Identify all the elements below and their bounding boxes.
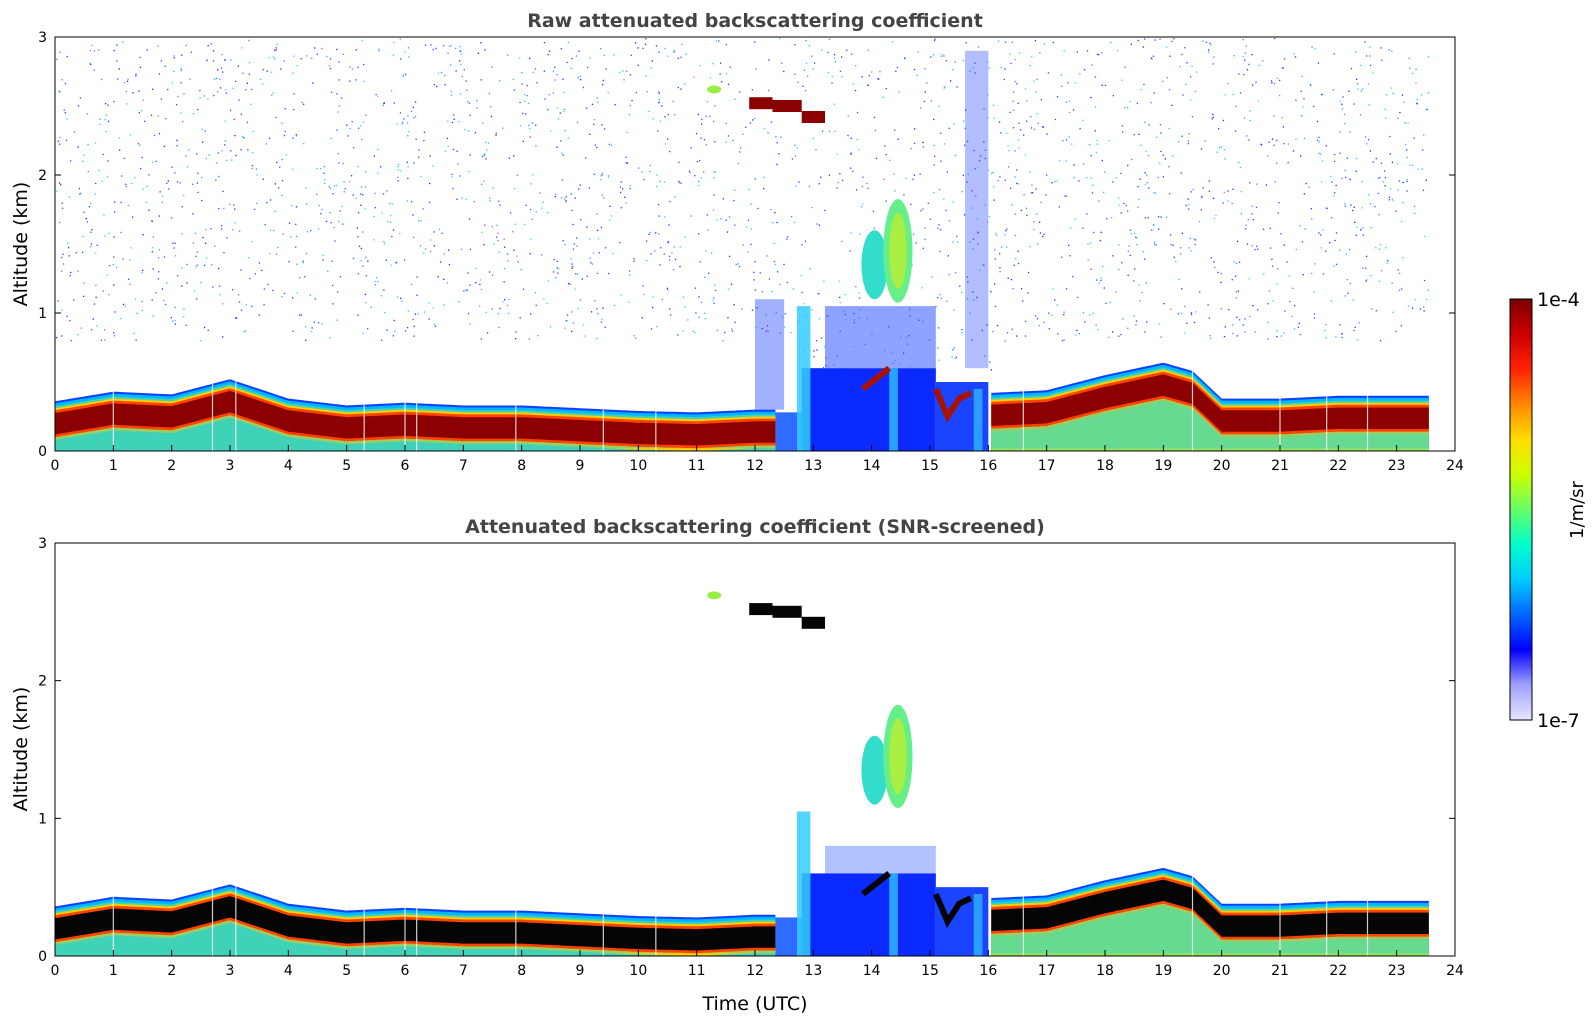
bottom-chart-x-tick-label: 21 <box>1271 963 1289 979</box>
top-chart-x-tick-label: 10 <box>629 458 647 474</box>
top-chart-boundary-layer <box>55 362 1429 451</box>
top-chart-elevated-clouds <box>707 85 825 123</box>
top-chart-x-tick-label: 23 <box>1388 458 1406 474</box>
top-chart-x-tick-label: 14 <box>863 458 881 474</box>
top-chart-x-tick-label: 12 <box>746 458 764 474</box>
bottom-chart-x-tick-label: 24 <box>1446 963 1464 979</box>
bottom-chart-cloud-wisp <box>707 591 722 600</box>
top-chart-x-tick-label: 7 <box>459 458 468 474</box>
bottom-chart-cloud-segment <box>801 616 825 629</box>
top-chart-x-tick-label: 17 <box>1038 458 1056 474</box>
top-chart-x-tick-label: 21 <box>1271 458 1289 474</box>
top-chart-x-tick-label: 6 <box>401 458 410 474</box>
top-chart-x-tick-label: 8 <box>517 458 526 474</box>
top-chart-y-tick-label: 0 <box>38 444 47 460</box>
top-chart-x-tick-label: 1 <box>109 458 118 474</box>
bottom-chart-cloud-segment <box>772 605 802 618</box>
bottom-chart-x-tick-label: 5 <box>342 963 351 979</box>
top-chart-x-tick-label: 22 <box>1329 458 1347 474</box>
bottom-chart-x-tick-label: 10 <box>629 963 647 979</box>
bottom-chart-x-tick-label: 2 <box>167 963 176 979</box>
bottom-chart-x-tick-label: 6 <box>401 963 410 979</box>
colorbar-min-label: 1e-7 <box>1537 710 1580 732</box>
top-chart-x-tick-label: 18 <box>1096 458 1114 474</box>
top-chart-convective-region <box>755 50 989 451</box>
bottom-chart-x-tick-label: 17 <box>1038 963 1056 979</box>
bottom-chart-x-tick-label: 15 <box>921 963 939 979</box>
colorbar-gradient <box>1509 298 1533 721</box>
bottom-chart-y-tick-label: 1 <box>38 811 47 827</box>
top-chart-plot-area <box>55 37 1430 451</box>
bottom-chart-x-tick-label: 13 <box>804 963 822 979</box>
top-chart-x-tick-label: 5 <box>342 458 351 474</box>
bottom-chart-x-tick-label: 0 <box>51 963 60 979</box>
top-chart-y-tick-label: 1 <box>38 306 47 322</box>
top-chart-x-tick-label: 3 <box>226 458 235 474</box>
bottom-chart-x-tick-label: 11 <box>688 963 706 979</box>
top-chart-x-tick-label: 24 <box>1446 458 1464 474</box>
top-chart-x-tick-label: 11 <box>688 458 706 474</box>
bottom-chart-x-tick-label: 23 <box>1388 963 1406 979</box>
top-chart-x-tick-label: 9 <box>576 458 585 474</box>
bottom-chart-title: Attenuated backscattering coefficient (S… <box>465 516 1045 538</box>
top-chart: Raw attenuated backscattering coefficien… <box>10 10 1464 474</box>
colorbar: 1e-4 1e-7 1/m/sr <box>1509 289 1588 732</box>
top-chart-y-label: Altitude (km) <box>10 182 32 307</box>
bottom-chart-plot-area <box>55 591 1429 956</box>
top-chart-y-tick-label: 2 <box>38 168 47 184</box>
top-chart-cloud-segment <box>749 97 773 110</box>
top-chart-x-tick-label: 4 <box>284 458 293 474</box>
bottom-chart-cloud-segment <box>749 603 773 616</box>
top-chart-cloud-wisp <box>707 85 722 94</box>
top-chart-x-tick-label: 16 <box>979 458 997 474</box>
bottom-chart-y-label: Altitude (km) <box>10 687 32 812</box>
top-chart-cloud-segment <box>772 100 802 112</box>
bottom-chart-x-tick-label: 19 <box>1154 963 1172 979</box>
bottom-chart-x-tick-label: 22 <box>1329 963 1347 979</box>
bottom-chart-boundary-layer <box>55 867 1429 956</box>
bottom-chart-elevated-clouds <box>707 591 825 629</box>
top-chart-cloud-segment <box>801 111 825 123</box>
bottom-chart-x-tick-label: 8 <box>517 963 526 979</box>
bottom-chart-x-tick-label: 16 <box>979 963 997 979</box>
bottom-chart-x-tick-label: 14 <box>863 963 881 979</box>
top-chart-x-tick-label: 0 <box>51 458 60 474</box>
bottom-chart-y-tick-label: 0 <box>38 949 47 965</box>
bottom-chart-x-tick-label: 1 <box>109 963 118 979</box>
top-chart-title: Raw attenuated backscattering coefficien… <box>527 10 983 32</box>
colorbar-max-label: 1e-4 <box>1537 289 1580 311</box>
bottom-chart-x-label: Time (UTC) <box>701 993 807 1015</box>
bottom-chart-x-tick-label: 12 <box>746 963 764 979</box>
top-chart-y-tick-label: 3 <box>38 30 47 46</box>
top-chart-x-tick-label: 15 <box>921 458 939 474</box>
bottom-chart-x-tick-label: 20 <box>1213 963 1231 979</box>
bottom-chart-x-tick-label: 4 <box>284 963 293 979</box>
colorbar-unit-label: 1/m/sr <box>1567 480 1588 538</box>
top-chart-x-tick-label: 13 <box>804 458 822 474</box>
bottom-chart-x-tick-label: 3 <box>226 963 235 979</box>
bottom-chart-y-tick-label: 3 <box>38 536 47 552</box>
bottom-chart-convective-region <box>772 704 989 956</box>
top-chart-x-tick-label: 19 <box>1154 458 1172 474</box>
top-chart-x-tick-label: 2 <box>167 458 176 474</box>
bottom-chart: Attenuated backscattering coefficient (S… <box>10 516 1464 1015</box>
bottom-chart-y-tick-label: 2 <box>38 674 47 690</box>
bottom-chart-x-tick-label: 18 <box>1096 963 1114 979</box>
top-chart-x-tick-label: 20 <box>1213 458 1231 474</box>
bottom-chart-x-tick-label: 9 <box>576 963 585 979</box>
bottom-chart-x-tick-label: 7 <box>459 963 468 979</box>
top-chart-noise-speckles <box>55 37 1430 376</box>
